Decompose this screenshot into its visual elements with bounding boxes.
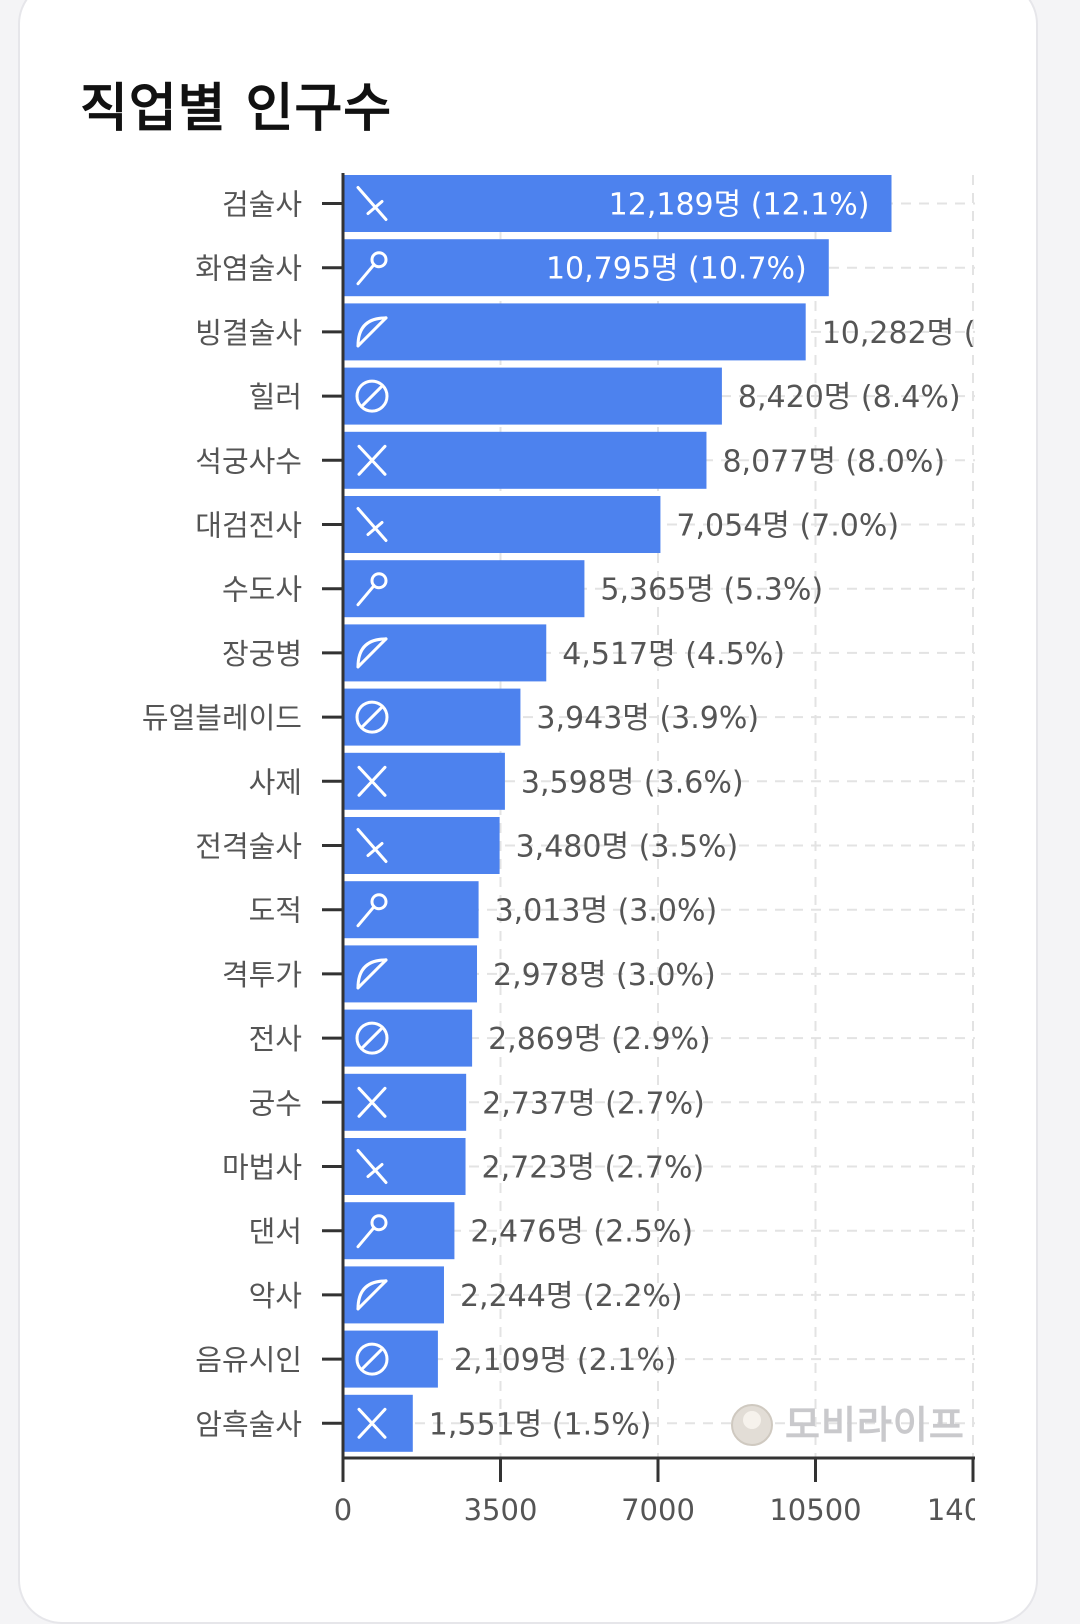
harp-icon xyxy=(355,1342,389,1376)
fist-icon xyxy=(356,958,388,990)
fan-icon xyxy=(356,1214,388,1249)
category-label: 듀얼블레이드 xyxy=(142,701,302,735)
bar-2 xyxy=(343,239,829,297)
lightning-icon xyxy=(356,828,388,863)
bow-icon xyxy=(357,1086,387,1118)
data-label: 2,109명 (2.1%) xyxy=(454,1343,677,1378)
category-label: 궁수 xyxy=(249,1086,302,1120)
longbow-icon xyxy=(356,637,388,669)
fire-staff-icon xyxy=(356,251,388,286)
data-label: 2,737명 (2.7%) xyxy=(482,1086,705,1121)
data-label: 3,598명 (3.6%) xyxy=(521,765,744,800)
category-label: 마법사 xyxy=(222,1151,302,1185)
bar-19 xyxy=(343,1330,438,1388)
bar-chart: 12,189명 (12.1%) 10,795명 (10.7%) 10,282명 (1… xyxy=(142,173,1080,1527)
dual-blades-icon xyxy=(355,700,389,734)
category-label: 화염술사 xyxy=(195,252,302,286)
magic-wand-icon xyxy=(356,1149,388,1184)
data-label: 2,978명 (3.0%) xyxy=(493,958,716,993)
plot-area: 12,189명 (12.1%) 10,795명 (10.7%) 10,282명 (1… xyxy=(343,175,1080,1458)
crossbow-icon xyxy=(357,444,387,476)
category-label: 힐러 xyxy=(249,380,302,414)
bar-18 xyxy=(343,1266,444,1324)
bar-9 xyxy=(343,688,521,746)
data-label: 2,244명 (2.2%) xyxy=(460,1279,683,1314)
lute-icon xyxy=(356,1279,388,1311)
bar-6 xyxy=(343,496,661,553)
data-label: 5,365명 (5.3%) xyxy=(600,573,823,608)
category-label: 격투가 xyxy=(222,958,302,992)
category-label: 석궁사수 xyxy=(195,444,302,478)
category-label: 검술사 xyxy=(222,188,302,222)
category-label: 전격술사 xyxy=(195,830,302,864)
category-label: 댄서 xyxy=(249,1215,302,1249)
category-label: 장궁병 xyxy=(222,637,302,671)
greatsword-icon xyxy=(356,507,388,542)
bar-1 xyxy=(343,175,892,232)
x-tick-label: 3500 xyxy=(464,1493,538,1527)
bar-8 xyxy=(343,624,547,682)
data-label: 8,077명 (8.0%) xyxy=(722,444,945,479)
category-label: 음유시인 xyxy=(195,1343,302,1377)
bar-17 xyxy=(343,1202,455,1260)
category-label: 전사 xyxy=(249,1022,302,1056)
warrior-shield-icon xyxy=(355,1021,389,1055)
x-axis-ticks: 0 3500 7000 10500 14000 xyxy=(334,1458,1019,1527)
bar-14 xyxy=(343,1009,473,1067)
data-label: 3,013명 (3.0%) xyxy=(495,894,718,929)
x-tick-label: 0 xyxy=(334,1493,352,1527)
data-label: 2,723명 (2.7%) xyxy=(482,1151,705,1186)
priest-wings-icon xyxy=(357,765,387,797)
data-label: 8,420명 (8.4%) xyxy=(738,380,961,415)
x-tick-label: 7000 xyxy=(621,1493,695,1527)
dark-magic-icon xyxy=(357,1407,387,1439)
data-label: 1,551명 (1.5%) xyxy=(429,1407,652,1442)
monk-staff-icon xyxy=(356,572,388,607)
data-label: 2,869명 (2.9%) xyxy=(488,1022,711,1057)
bar-3 xyxy=(343,303,806,361)
sword-icon xyxy=(356,186,388,221)
x-tick-label: 14000 xyxy=(927,1493,1019,1527)
x-tick-label: 10500 xyxy=(769,1493,861,1527)
bar-11 xyxy=(343,817,500,874)
category-label: 빙결술사 xyxy=(195,316,302,350)
data-label: 4,517명 (4.5%) xyxy=(562,637,785,672)
category-label: 악사 xyxy=(249,1279,302,1313)
bar-15 xyxy=(343,1073,467,1131)
category-label: 암흑술사 xyxy=(195,1407,302,1441)
category-label: 대검전사 xyxy=(195,509,302,543)
category-label: 사제 xyxy=(249,765,302,799)
watermark: 모비라이프 xyxy=(731,1403,965,1447)
bar-4 xyxy=(343,367,722,425)
data-label: 10,282명 (10.2%) xyxy=(822,316,1080,351)
bar-16 xyxy=(343,1138,466,1195)
healer-wand-icon xyxy=(355,379,389,413)
bar-7 xyxy=(343,560,585,618)
bar-12 xyxy=(343,881,479,939)
watermark-text: 모비라이프 xyxy=(785,1403,965,1447)
category-label: 수도사 xyxy=(222,573,302,607)
data-label: 3,943명 (3.9%) xyxy=(536,701,759,736)
data-label: 12,189명 (12.1%) xyxy=(609,188,870,223)
bar-10 xyxy=(343,752,505,810)
dagger-icon xyxy=(356,893,388,928)
data-label: 3,480명 (3.5%) xyxy=(516,830,739,865)
data-label: 7,054명 (7.0%) xyxy=(676,509,899,544)
data-label: 10,795명 (10.7%) xyxy=(546,252,807,287)
bar-5 xyxy=(343,431,707,489)
bar-13 xyxy=(343,945,478,1003)
bar-20 xyxy=(343,1394,413,1452)
category-label: 도적 xyxy=(249,894,302,928)
data-label: 2,476명 (2.5%) xyxy=(470,1215,693,1250)
chart-title: 직업별 인구수 xyxy=(80,79,393,139)
ice-staff-icon xyxy=(356,316,388,348)
